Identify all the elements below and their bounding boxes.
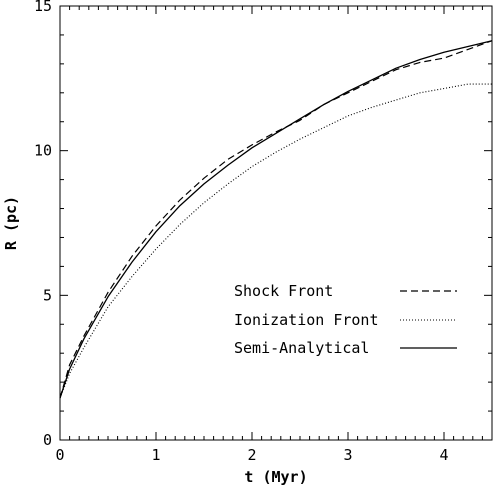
x-tick-label: 3 bbox=[343, 446, 352, 464]
x-tick-label: 1 bbox=[151, 446, 160, 464]
legend-label: Semi-Analytical bbox=[234, 339, 369, 357]
legend: Shock Front Ionization Front Semi-Analytic… bbox=[234, 282, 457, 357]
x-tick-label: 4 bbox=[439, 446, 448, 464]
y-tick-label: 0 bbox=[43, 431, 52, 449]
y-tick-label: 15 bbox=[34, 0, 52, 15]
series-shock-front-line bbox=[59, 40, 493, 399]
plot-frame bbox=[59, 5, 493, 441]
series-semi-analytical-line bbox=[59, 40, 493, 399]
legend-label: Ionization Front bbox=[234, 311, 379, 329]
x-tick-label: 2 bbox=[247, 446, 256, 464]
axis-tick-labels: 0 1 2 3 4 0 5 10 15 bbox=[34, 0, 449, 464]
y-tick-label: 5 bbox=[43, 286, 52, 304]
y-tick-label: 10 bbox=[34, 142, 52, 160]
x-axis-title: t (Myr) bbox=[244, 468, 307, 486]
x-tick-label: 0 bbox=[55, 446, 64, 464]
axis-ticks bbox=[59, 5, 493, 441]
legend-label: Shock Front bbox=[234, 282, 333, 300]
y-axis-title: R (pc) bbox=[2, 196, 20, 250]
series-lines bbox=[59, 40, 493, 399]
